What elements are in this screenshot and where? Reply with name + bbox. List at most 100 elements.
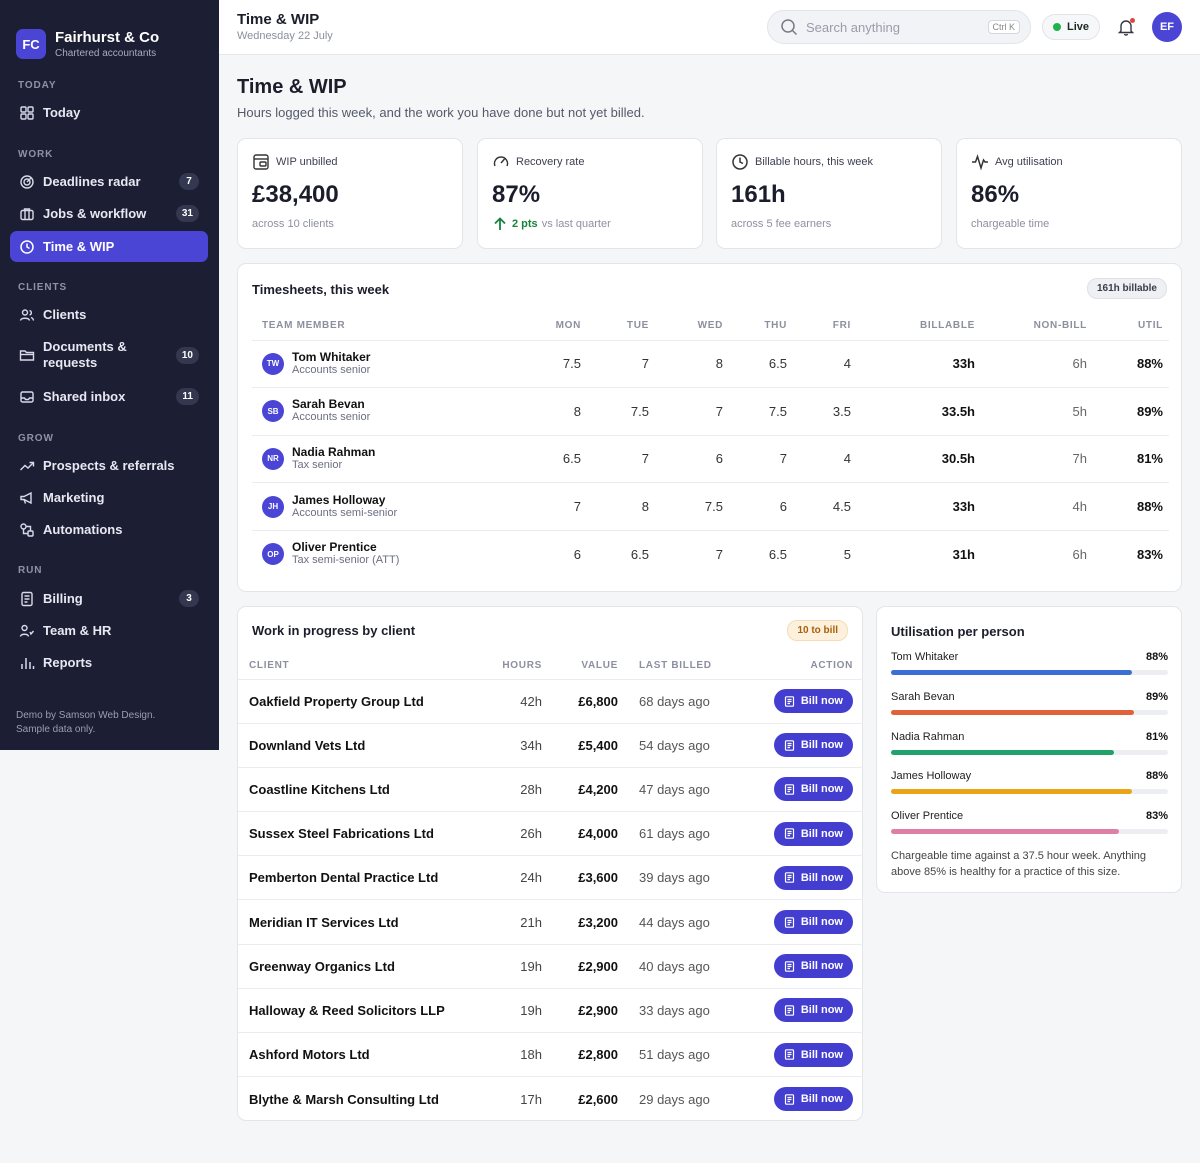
col-header: UTIL: [1137, 320, 1163, 332]
sidebar-item-marketing[interactable]: Marketing: [10, 482, 208, 513]
client-name: Oakfield Property Group Ltd: [238, 678, 486, 724]
sidebar-item-automations[interactable]: Automations: [10, 514, 208, 545]
nonbill-hours: 4h: [981, 482, 1093, 531]
sidebar-item-shared-inbox[interactable]: Shared inbox 11: [10, 381, 208, 412]
table-row[interactable]: NR Nadia Rahman Tax senior 6.5 7 6 7 4 30.5h 7h 81…: [252, 434, 1169, 483]
hours-mon: 6.5: [517, 434, 587, 483]
sidebar-item-clients[interactable]: Clients: [10, 299, 208, 330]
bill-now-button[interactable]: Bill now: [773, 777, 853, 802]
invoice-icon: [784, 828, 794, 839]
client-name: Pemberton Dental Practice Ltd: [238, 855, 486, 900]
hours-wed: 8: [655, 339, 729, 388]
client-name: Coastline Kitchens Ltd: [238, 766, 486, 812]
inbox-icon: [20, 390, 34, 403]
bill-now-button[interactable]: Bill now: [773, 1087, 853, 1112]
bill-now-button[interactable]: Bill now: [773, 998, 853, 1023]
bill-now-label: Bill now: [800, 1093, 843, 1106]
member-name: Nadia Rahman: [292, 444, 376, 459]
wip-hours: 19h: [486, 943, 542, 989]
nav-section-grow: GROW: [18, 433, 54, 444]
kpi-value: 161h: [731, 181, 786, 208]
utilisation-bar-fill: [891, 749, 1115, 755]
person-util: 89%: [1145, 690, 1168, 703]
wip-title: Work in progress by client: [252, 623, 416, 638]
table-row: Halloway & Reed Solicitors LLP 19h £2,900 3…: [238, 987, 863, 1033]
table-row[interactable]: SB Sarah Bevan Accounts senior 8 7.5 7 7.5 3.5 3…: [252, 387, 1169, 436]
wip-value: £2,900: [542, 943, 618, 989]
member-name: James Holloway: [292, 492, 386, 507]
table-row: Pemberton Dental Practice Ltd 24h £3,600 39…: [238, 855, 863, 900]
utilisation-row: Nadia Rahman 81%: [891, 731, 1168, 755]
hours-wed: 7: [655, 529, 729, 578]
search-icon: [781, 19, 798, 36]
sidebar-item-today[interactable]: Today: [10, 97, 208, 128]
utilisation-row: Sarah Bevan 89%: [891, 691, 1168, 715]
bill-now-button[interactable]: Bill now: [773, 954, 853, 979]
clock-icon: [20, 239, 34, 254]
bill-now-button[interactable]: Bill now: [773, 865, 853, 890]
wip-hours: 26h: [486, 811, 542, 856]
member-avatar: OP: [262, 543, 284, 566]
col-header: ACTION: [810, 660, 853, 672]
sidebar-item-team-hr[interactable]: Team & HR: [10, 615, 208, 646]
col-header: VALUE: [581, 660, 618, 672]
sidebar-item-time-wip[interactable]: Time & WIP: [10, 231, 208, 262]
wip-hours: 28h: [486, 766, 542, 812]
hours-mon: 6: [517, 529, 587, 578]
table-row[interactable]: TW Tom Whitaker Accounts senior 7.5 7 8 6.5 4 33…: [252, 339, 1169, 388]
member-avatar: TW: [262, 352, 284, 375]
brand-subtitle: Chartered accountants: [55, 48, 157, 59]
invoice-icon: [784, 872, 794, 884]
hours-thu: 6.5: [729, 339, 793, 388]
wip-table: CLIENT HOURS VALUE LAST BILLED ACTION Oa…: [238, 653, 863, 1121]
hours-fri: 3.5: [793, 387, 857, 436]
bill-now-button[interactable]: Bill now: [773, 733, 853, 758]
kpi-delta: 2 pts: [512, 218, 538, 230]
utilisation-value: 88%: [1093, 482, 1169, 531]
live-status-badge[interactable]: Live: [1042, 14, 1100, 40]
bill-now-button[interactable]: Bill now: [773, 821, 853, 846]
utilisation-bar-track: [891, 749, 1168, 755]
billable-hours: 33h: [857, 482, 981, 531]
search-shortcut: Ctrl K: [987, 20, 1020, 34]
hours-mon: 7.5: [517, 339, 587, 388]
sidebar-item-documents-requests[interactable]: Documents & requests 10: [10, 339, 208, 371]
sidebar-item-billing[interactable]: Billing 3: [10, 583, 208, 614]
bill-now-button[interactable]: Bill now: [773, 1042, 853, 1067]
sidebar-item-prospects-referrals[interactable]: Prospects & referrals: [10, 450, 208, 481]
kpi-value: £38,400: [252, 181, 339, 208]
sidebar-item-deadlines-radar[interactable]: Deadlines radar 7: [10, 166, 208, 197]
briefcase-icon: [20, 207, 34, 220]
table-row: Downland Vets Ltd 34h £5,400 54 days ago Bil…: [238, 722, 863, 768]
bell-icon[interactable]: [1116, 17, 1136, 37]
search-box[interactable]: Ctrl K: [767, 10, 1031, 44]
bill-now-button[interactable]: Bill now: [773, 689, 853, 714]
search-input[interactable]: [806, 19, 976, 35]
col-header: TUE: [626, 320, 649, 332]
sidebar-item-label: Billing: [43, 590, 83, 606]
live-dot-icon: [1052, 23, 1061, 31]
hours-wed: 7.5: [655, 482, 729, 531]
timesheets-card: Timesheets, this week 161h billable TEAM…: [237, 263, 1182, 592]
wip-icon: [253, 154, 269, 170]
last-billed: 44 days ago: [618, 899, 748, 945]
brand[interactable]: FC Fairhurst & Co Chartered accountants: [0, 0, 219, 70]
table-row[interactable]: OP Oliver Prentice Tax semi-senior (ATT) 6 6…: [252, 529, 1169, 578]
client-name: Meridian IT Services Ltd: [238, 899, 486, 945]
wip-value: £3,200: [542, 899, 618, 945]
sidebar-item-jobs-workflow[interactable]: Jobs & workflow 31: [10, 198, 208, 229]
billable-hours: 30.5h: [857, 434, 981, 483]
utilisation-card: Utilisation per person Tom Whitaker 88% Sa…: [876, 606, 1182, 893]
invoice-icon: [21, 591, 33, 606]
kpi-foot: vs last quarter: [541, 218, 611, 230]
bill-now-label: Bill now: [800, 783, 843, 796]
arrow-up-icon: [494, 217, 506, 230]
col-header: MON: [555, 320, 581, 332]
timesheets-title: Timesheets, this week: [252, 282, 390, 297]
bill-now-button[interactable]: Bill now: [773, 910, 853, 935]
sidebar-item-label: Marketing: [43, 489, 105, 505]
wip-hours: 18h: [486, 1031, 542, 1077]
sidebar-item-reports[interactable]: Reports: [10, 647, 208, 678]
user-avatar[interactable]: EF: [1152, 12, 1182, 42]
table-row[interactable]: JH James Holloway Accounts semi-senior 7 8 7.…: [252, 482, 1169, 531]
